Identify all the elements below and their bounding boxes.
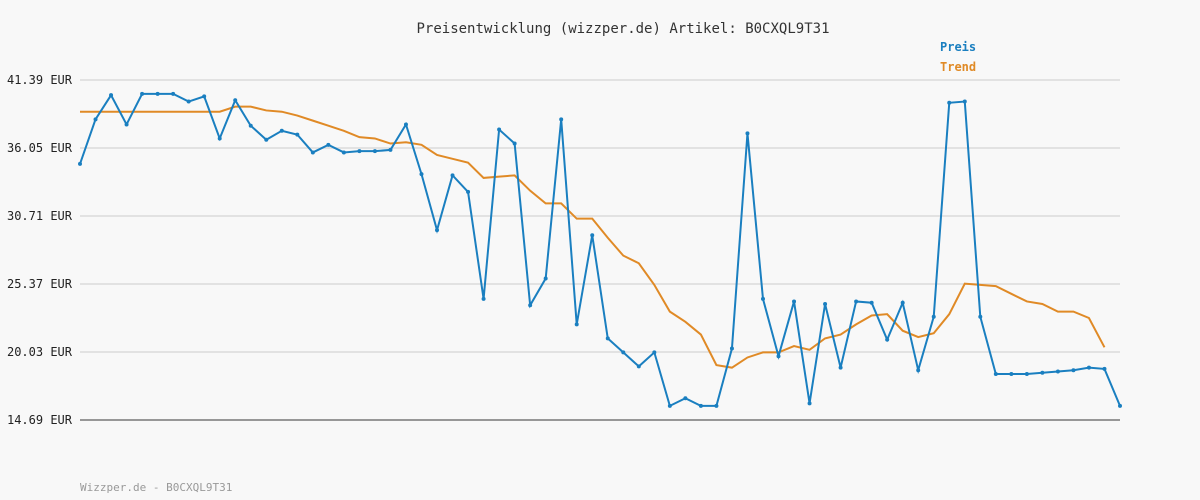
- preis-point: [714, 403, 719, 408]
- preis-point: [341, 150, 346, 155]
- series-line-preis: [79, 92, 1121, 408]
- preis-point: [916, 368, 921, 373]
- preis-point: [155, 91, 160, 96]
- preis-point: [543, 276, 548, 281]
- preis-point: [1055, 369, 1060, 374]
- preis-point: [450, 173, 455, 178]
- y-tick-label: 36.05 EUR: [7, 141, 73, 155]
- preis-point: [574, 322, 579, 327]
- preis-point: [807, 401, 812, 406]
- preis-point: [372, 149, 377, 154]
- series-points: [78, 91, 1122, 408]
- preis-point: [698, 403, 703, 408]
- preis-point: [745, 131, 750, 136]
- y-tick-label: 25.37 EUR: [7, 277, 73, 291]
- preis-point: [217, 136, 222, 141]
- preis-point: [295, 132, 300, 137]
- preis-point: [869, 300, 874, 305]
- preis-point: [233, 98, 238, 103]
- preis-point: [279, 128, 284, 133]
- preis-point: [124, 122, 129, 127]
- gridlines: [80, 79, 1120, 353]
- preis-point: [652, 350, 657, 355]
- preis-point: [171, 91, 176, 96]
- preis-point: [947, 100, 952, 105]
- preis-point: [993, 372, 998, 377]
- preis-point: [885, 337, 890, 342]
- preis-point: [854, 299, 859, 304]
- y-tick-label: 14.69 EUR: [7, 413, 73, 427]
- preis-point: [528, 303, 533, 308]
- preis-point: [78, 161, 82, 166]
- series-line-trend: [80, 105, 1106, 369]
- y-tick-label: 20.03 EUR: [7, 345, 73, 359]
- preis-point: [388, 147, 393, 152]
- preis-point: [792, 299, 797, 304]
- series-lines: [79, 92, 1121, 408]
- preis-point: [729, 346, 734, 351]
- preis-point: [481, 296, 486, 301]
- preis-point: [760, 296, 765, 301]
- preis-point: [419, 172, 424, 177]
- preis-point: [962, 99, 967, 104]
- preis-point: [93, 117, 98, 122]
- preis-point: [326, 142, 331, 147]
- preis-point: [1102, 366, 1107, 371]
- preis-point: [1040, 370, 1045, 375]
- preis-point: [1118, 403, 1122, 408]
- preis-point: [621, 350, 626, 355]
- y-tick-label: 30.71 EUR: [7, 209, 73, 223]
- preis-point: [838, 365, 843, 370]
- legend: Preis Trend: [940, 40, 976, 74]
- preis-point: [248, 123, 253, 128]
- preis-point: [1024, 372, 1029, 377]
- preis-point: [776, 354, 781, 359]
- preis-point: [636, 364, 641, 369]
- preis-point: [109, 93, 114, 98]
- preis-point: [823, 301, 828, 306]
- preis-point: [1009, 372, 1014, 377]
- y-tick-label: 41.39 EUR: [7, 73, 73, 87]
- footer-text: Wizzper.de - B0CXQL9T31: [80, 481, 232, 494]
- preis-point: [357, 149, 362, 154]
- preis-point: [310, 150, 315, 155]
- preis-point: [590, 233, 595, 238]
- preis-point: [931, 314, 936, 319]
- chart-title: Preisentwicklung (wizzper.de) Artikel: B…: [416, 21, 829, 37]
- legend-entry-preis: Preis: [940, 40, 976, 54]
- preis-point: [1086, 365, 1091, 370]
- preis-point: [1071, 368, 1076, 373]
- preis-point: [512, 141, 517, 146]
- preis-point: [900, 300, 905, 305]
- legend-entry-trend: Trend: [940, 60, 976, 74]
- preis-point: [605, 336, 610, 341]
- preis-point: [683, 396, 688, 401]
- preis-point: [559, 117, 564, 122]
- preis-point: [978, 314, 983, 319]
- preis-point: [186, 99, 191, 104]
- preis-point: [264, 137, 269, 142]
- preis-point: [403, 122, 408, 127]
- y-axis-tick-labels: 41.39 EUR 36.05 EUR 30.71 EUR 25.37 EUR 20.0…: [7, 73, 73, 427]
- preis-point: [140, 91, 145, 96]
- preis-point: [497, 127, 502, 132]
- preis-point: [667, 403, 672, 408]
- preis-point: [435, 228, 440, 233]
- preis-point: [466, 189, 471, 194]
- preis-point: [202, 94, 207, 99]
